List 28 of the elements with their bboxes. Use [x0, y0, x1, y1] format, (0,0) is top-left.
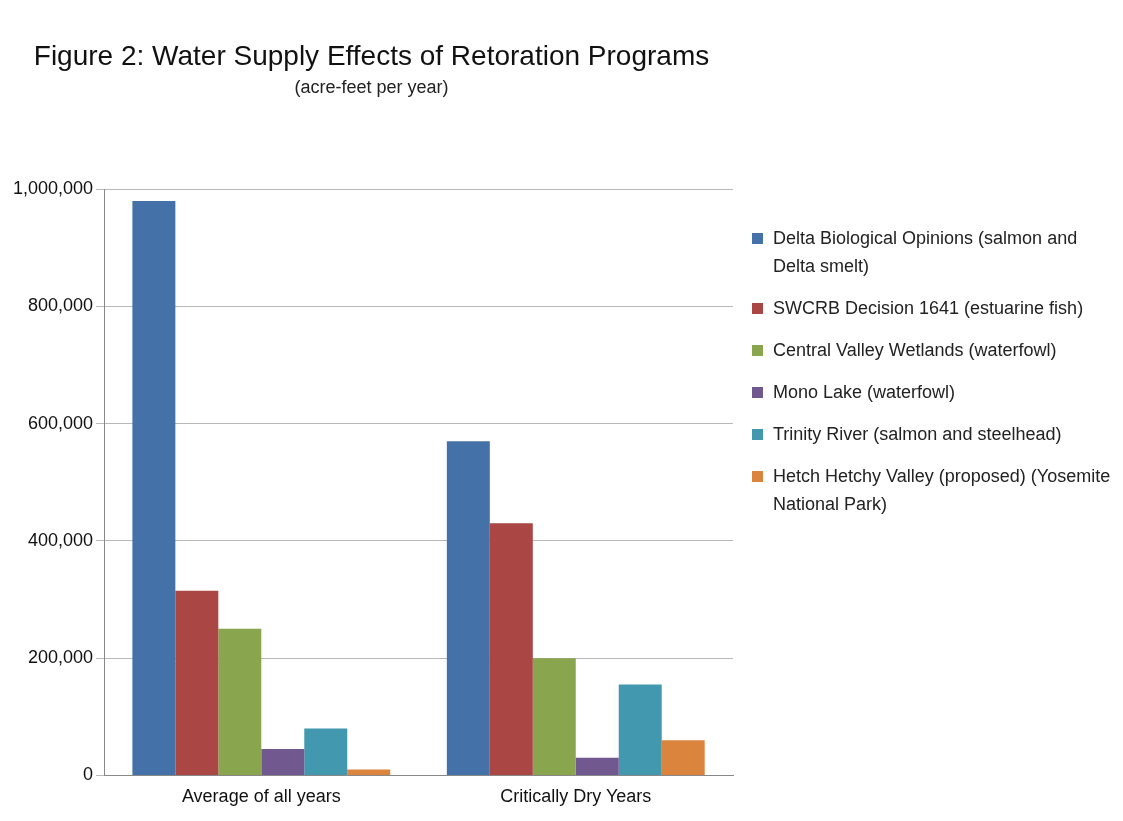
legend-label: Hetch Hetchy Valley (proposed) (Yosemite National Park) — [773, 465, 1112, 516]
legend-label: SWCRB Decision 1641 (estuarine fish) — [773, 297, 1084, 320]
bar — [261, 749, 305, 775]
y-tick-label: 1,000,000 — [13, 178, 94, 199]
x-tick-label: Critically Dry Years — [500, 786, 652, 807]
bar — [618, 684, 662, 775]
x-tick-label: Average of all years — [181, 786, 341, 807]
legend-label: Mono Lake (waterfowl) — [773, 381, 956, 404]
y-tick-label: 800,000 — [28, 295, 94, 316]
bar — [661, 740, 705, 775]
legend-label: Delta Biological Opinions (salmon and Delta smelt) — [773, 227, 1079, 278]
y-tick-label: 0 — [83, 764, 94, 785]
chart-subtitle: (acre-feet per year) — [294, 77, 449, 98]
bar — [132, 200, 176, 775]
bar — [532, 658, 576, 775]
bar — [218, 628, 262, 775]
bar — [575, 757, 619, 775]
bar — [489, 523, 533, 775]
bar — [446, 441, 490, 775]
bar — [304, 728, 348, 775]
chart-title: Figure 2: Water Supply Effects of Retoration Programs — [33, 39, 710, 71]
bar — [347, 769, 391, 775]
bar — [175, 590, 219, 775]
legend-label: Central Valley Wetlands (waterfowl) — [773, 339, 1057, 362]
y-tick-label: 600,000 — [28, 412, 94, 433]
y-tick-label: 400,000 — [28, 529, 94, 550]
legend-label: Trinity River (salmon and steelhead) — [773, 423, 1062, 446]
y-tick-label: 200,000 — [28, 647, 94, 668]
